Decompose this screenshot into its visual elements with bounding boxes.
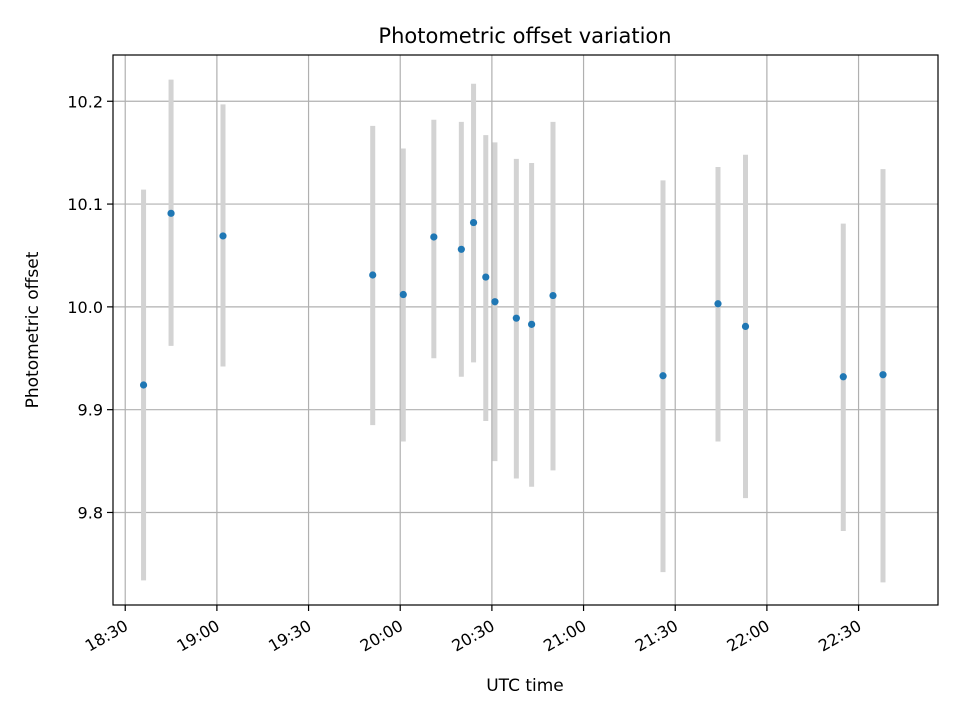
plot-frame (112, 54, 939, 606)
y-tick-label: 10.2 (67, 92, 103, 111)
y-tick-label: 9.8 (78, 503, 103, 522)
data-point (659, 372, 667, 380)
data-point (369, 271, 377, 279)
data-point (399, 290, 407, 299)
chart-title: Photometric offset variation (378, 24, 671, 48)
data-point (839, 373, 847, 381)
data-point (482, 273, 490, 281)
data-point (491, 298, 499, 306)
y-tick-label: 10.1 (67, 195, 103, 214)
data-point (430, 233, 438, 241)
data-point (457, 245, 465, 253)
x-axis-label: UTC time (486, 676, 564, 696)
grid (113, 55, 938, 605)
data-point (139, 381, 148, 389)
y-tick-label: 9.9 (78, 401, 103, 420)
data-points (139, 209, 887, 389)
y-tick-label: 10.0 (67, 298, 103, 317)
data-point (549, 291, 557, 300)
data-point (167, 209, 175, 217)
data-point (741, 322, 750, 331)
data-point (512, 314, 520, 322)
y-axis-label: Photometric offset (23, 251, 43, 408)
data-point (469, 218, 478, 227)
data-point (879, 371, 887, 379)
y-axis-ticks: 9.8 9.9 10.0 10.1 10.2 (67, 92, 113, 522)
data-point (219, 232, 227, 240)
data-point (714, 300, 722, 308)
data-point (528, 320, 536, 328)
